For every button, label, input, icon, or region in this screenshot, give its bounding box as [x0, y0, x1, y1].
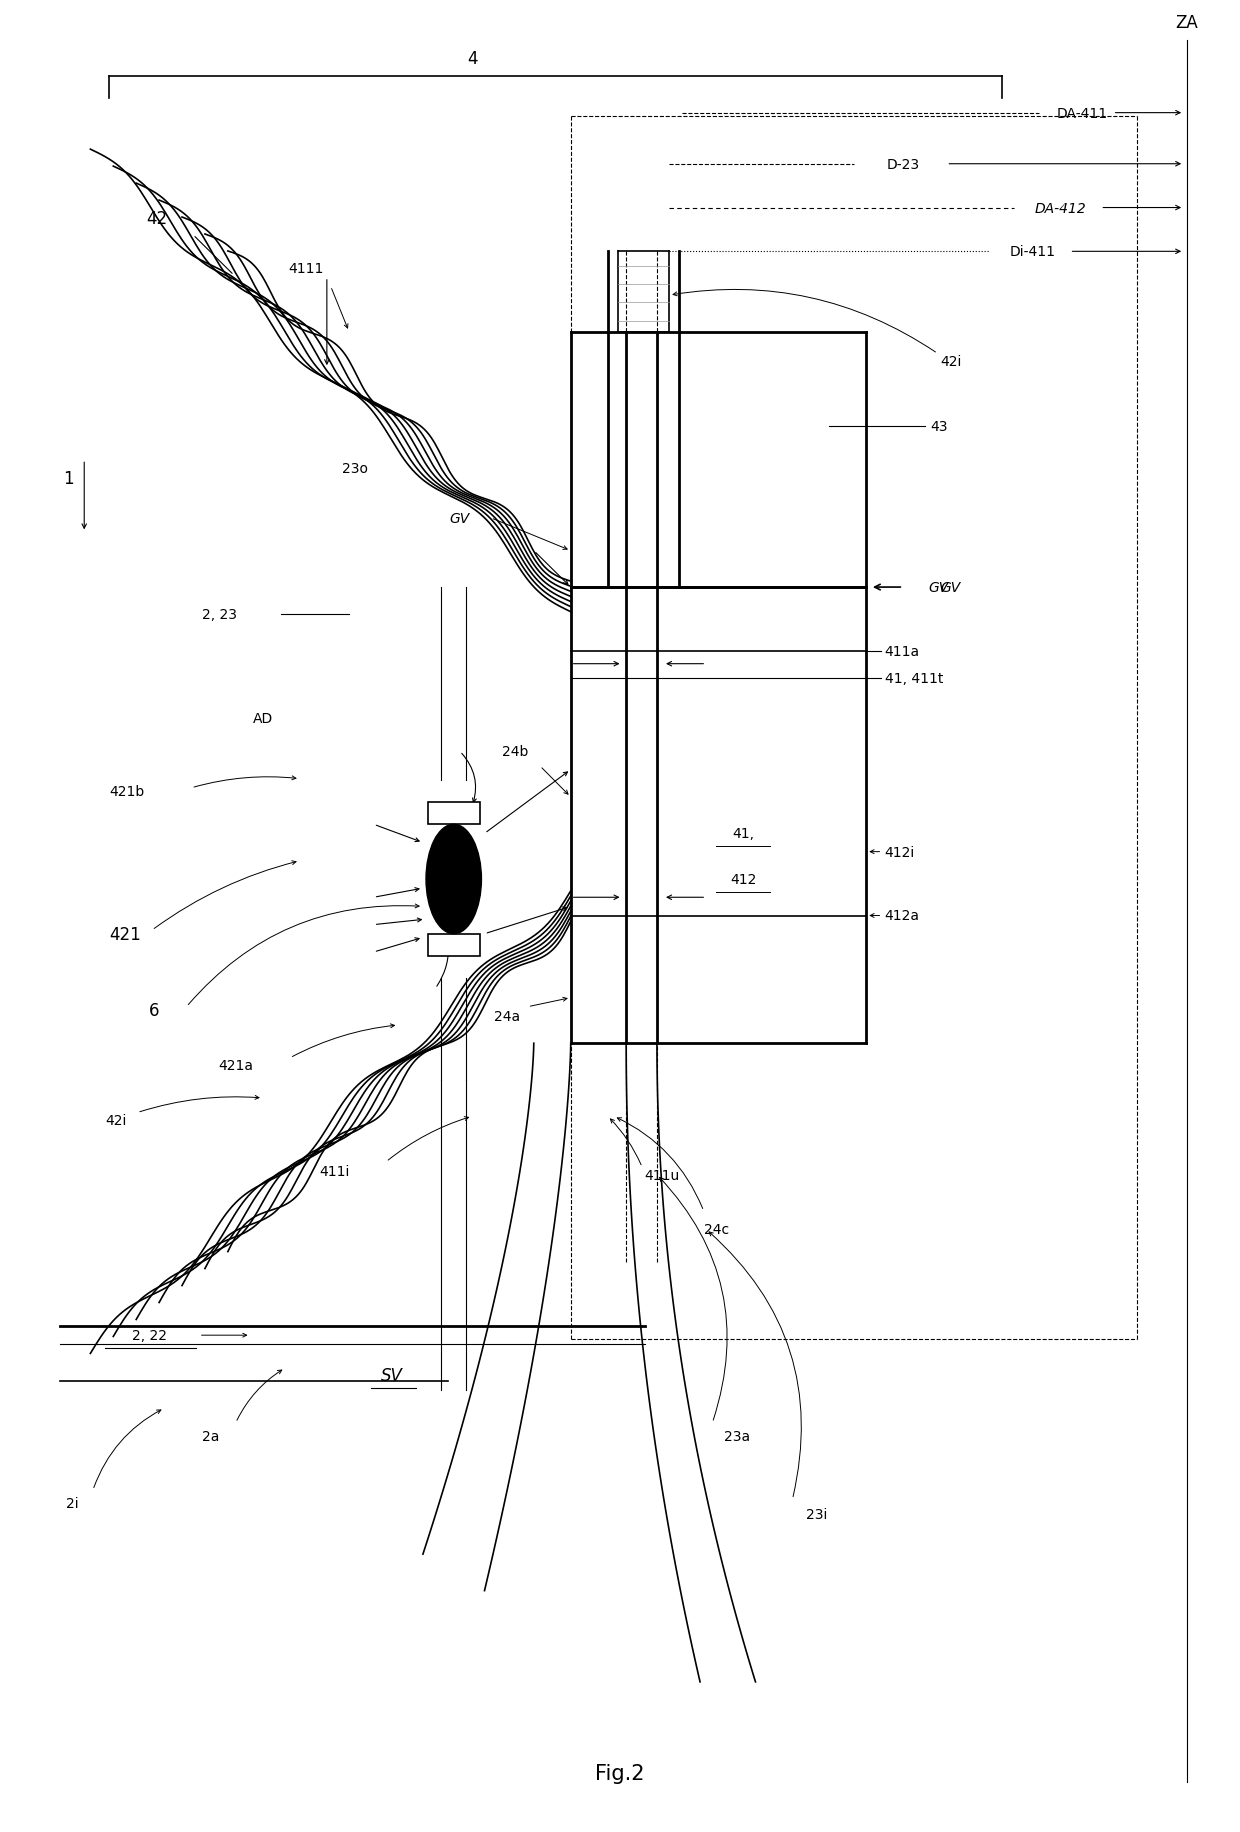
Text: 411i: 411i: [319, 1165, 350, 1178]
Text: 2, 22: 2, 22: [131, 1328, 167, 1343]
Ellipse shape: [427, 824, 481, 934]
Text: 2i: 2i: [66, 1497, 78, 1510]
Text: 24c: 24c: [703, 1222, 729, 1237]
Text: GV: GV: [928, 581, 949, 595]
Text: 43: 43: [930, 420, 947, 434]
Text: 2, 23: 2, 23: [202, 608, 237, 623]
Text: 24a: 24a: [494, 1009, 520, 1024]
Text: 2a: 2a: [202, 1429, 219, 1444]
Bar: [428, 934, 480, 956]
Text: ZA: ZA: [1176, 13, 1198, 31]
Text: 42: 42: [146, 211, 167, 229]
Text: 412: 412: [730, 872, 756, 887]
Text: 42i: 42i: [940, 355, 961, 368]
Text: 41,: 41,: [732, 826, 754, 841]
Text: 42i: 42i: [105, 1114, 126, 1127]
Text: 411u: 411u: [645, 1169, 680, 1182]
Text: 6: 6: [149, 1002, 160, 1020]
Text: 23i: 23i: [806, 1508, 828, 1521]
Text: 1: 1: [63, 469, 73, 487]
Text: SV: SV: [381, 1367, 403, 1385]
Text: D-23: D-23: [887, 158, 920, 172]
Text: DA-412: DA-412: [1035, 202, 1086, 216]
Text: 412a: 412a: [885, 909, 920, 923]
Text: 421b: 421b: [109, 784, 145, 799]
Text: 23a: 23a: [724, 1429, 750, 1444]
Text: 412i: 412i: [885, 845, 915, 859]
Text: 4: 4: [467, 49, 477, 68]
Text: GV: GV: [450, 511, 470, 526]
Text: 421a: 421a: [218, 1059, 253, 1072]
Text: Fig.2: Fig.2: [595, 1762, 645, 1783]
Text: GV: GV: [940, 581, 961, 595]
Bar: [428, 802, 480, 824]
Text: DA-411: DA-411: [1056, 106, 1107, 121]
Text: 24b: 24b: [502, 746, 528, 758]
Text: 421: 421: [109, 925, 140, 943]
Text: 23o: 23o: [342, 462, 368, 476]
Text: 41, 411t: 41, 411t: [885, 672, 944, 685]
Text: 411a: 411a: [885, 645, 920, 658]
Text: 4111: 4111: [288, 262, 324, 275]
Text: Di-411: Di-411: [1009, 245, 1055, 258]
Text: AD: AD: [253, 713, 273, 725]
